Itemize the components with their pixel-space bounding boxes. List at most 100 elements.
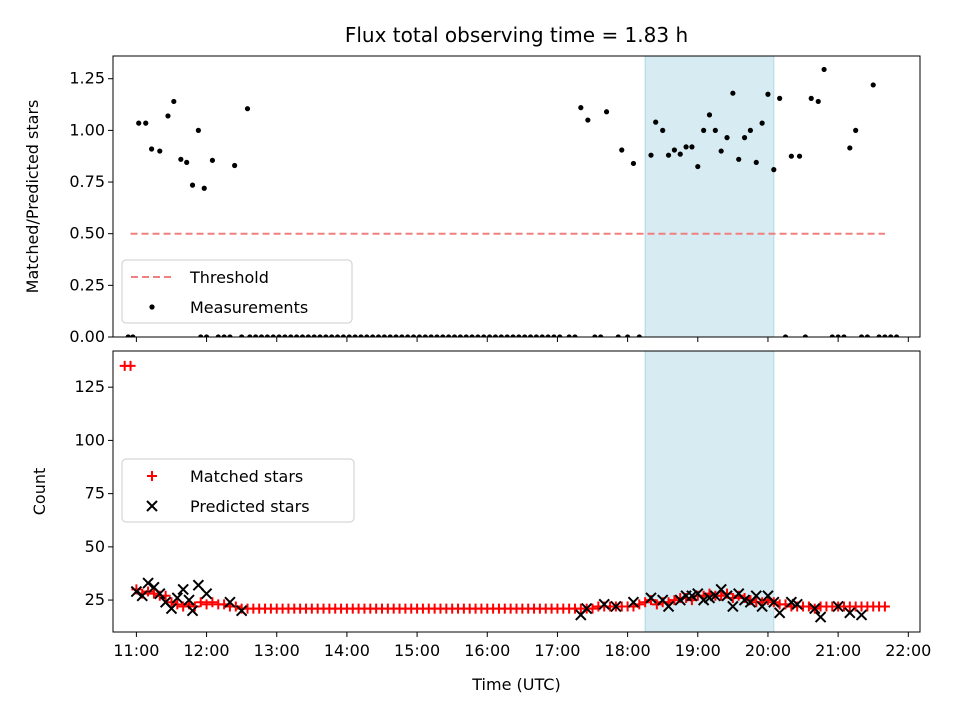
measurement-point bbox=[835, 334, 841, 337]
measurement-point bbox=[777, 95, 783, 101]
measurement-point bbox=[247, 334, 253, 337]
axes-frame bbox=[112, 350, 921, 633]
measurement-point bbox=[585, 117, 591, 123]
measurement-point bbox=[305, 334, 311, 337]
measurement-point bbox=[615, 334, 621, 337]
matched-point bbox=[148, 588, 159, 599]
predicted-point bbox=[136, 590, 148, 602]
measurement-point bbox=[802, 334, 808, 337]
measurement-point bbox=[387, 334, 393, 337]
x-tick-label: 12:00 bbox=[184, 641, 230, 660]
legend-label: Measurements bbox=[190, 298, 308, 317]
measurement-point bbox=[841, 334, 847, 337]
predicted-point bbox=[580, 602, 593, 615]
measurement-point bbox=[195, 127, 201, 133]
y-tick-label: 1.25 bbox=[69, 69, 105, 88]
measurement-point bbox=[636, 334, 642, 337]
x-tick-label: 14:00 bbox=[324, 641, 370, 660]
measurement-point bbox=[648, 152, 654, 158]
measurement-point bbox=[288, 334, 294, 337]
top-panel: 0.00 0.25 0.50 0.75 1.00 1.25 Matched/Predicte… bbox=[23, 23, 921, 346]
measurement-point bbox=[340, 334, 347, 337]
y-axis-label: Matched/Predicted stars bbox=[23, 100, 42, 294]
measurement-point bbox=[894, 334, 900, 337]
measurement-point bbox=[677, 151, 683, 157]
x-tick-label: 16:00 bbox=[464, 641, 510, 660]
measurement-point bbox=[747, 127, 754, 133]
matched-point bbox=[587, 603, 598, 614]
measurement-point bbox=[815, 98, 821, 105]
measurement-point bbox=[221, 334, 227, 337]
y-tick-label: 25 bbox=[85, 590, 105, 609]
measurement-point bbox=[481, 334, 487, 337]
matched-point bbox=[230, 601, 241, 612]
measurement-point bbox=[706, 112, 713, 118]
measurement-point bbox=[771, 167, 777, 173]
x-tick-label: 11:00 bbox=[113, 641, 159, 660]
measurement-point bbox=[428, 334, 434, 337]
measurement-point bbox=[858, 334, 865, 337]
measurement-point bbox=[270, 334, 276, 337]
measurement-point bbox=[171, 98, 177, 105]
measurement-point bbox=[718, 148, 724, 154]
measurement-point bbox=[788, 153, 794, 159]
predicted-point bbox=[177, 583, 189, 596]
plot-area bbox=[125, 56, 900, 337]
measurement-point bbox=[551, 334, 557, 337]
measurement-point bbox=[446, 334, 452, 337]
matched-point bbox=[669, 595, 680, 606]
measurement-point bbox=[381, 334, 387, 337]
axes-frame bbox=[112, 55, 921, 338]
matched-point bbox=[178, 601, 189, 612]
measurement-point bbox=[405, 334, 411, 337]
measurement-point bbox=[796, 153, 803, 159]
measurement-point bbox=[516, 334, 522, 337]
measurement-point bbox=[136, 120, 142, 126]
y-tick-label: 75 bbox=[85, 484, 105, 503]
predicted-point bbox=[832, 600, 844, 613]
measurement-point bbox=[847, 145, 853, 151]
predicted-point bbox=[773, 607, 786, 619]
matched-point bbox=[879, 601, 890, 612]
matched-point bbox=[172, 599, 183, 610]
measurement-point bbox=[578, 105, 584, 111]
predicted-point bbox=[130, 585, 143, 598]
measurement-point bbox=[545, 334, 551, 337]
measurement-point bbox=[434, 334, 440, 337]
legend: Threshold Measurements bbox=[121, 259, 353, 324]
measurement-point bbox=[253, 334, 259, 337]
measurement-point bbox=[522, 334, 528, 337]
predicted-point bbox=[171, 592, 184, 604]
measurement-point bbox=[323, 334, 329, 337]
measurement-point bbox=[665, 152, 672, 158]
predicted-point bbox=[750, 590, 762, 602]
predicted-point bbox=[814, 611, 827, 623]
measurement-point bbox=[440, 334, 446, 337]
y-tick-label: 0.00 bbox=[69, 327, 105, 346]
measurement-point bbox=[527, 334, 534, 337]
predicted-point bbox=[645, 592, 657, 604]
measurement-point bbox=[317, 334, 323, 337]
measurement-point bbox=[299, 334, 306, 337]
measurement-point bbox=[457, 334, 463, 337]
predicted-point bbox=[183, 594, 195, 606]
matched-point bbox=[166, 597, 177, 608]
measurement-point bbox=[660, 127, 666, 133]
predicted-point bbox=[165, 602, 178, 615]
matched-point bbox=[207, 597, 218, 608]
y-tick-label: 1.00 bbox=[69, 120, 105, 139]
measurement-point bbox=[498, 334, 504, 337]
y-axis-label: Count bbox=[30, 468, 49, 516]
measurement-point bbox=[352, 334, 358, 337]
measurement-point bbox=[888, 334, 894, 337]
measurement-point bbox=[539, 334, 545, 337]
measurement-point bbox=[510, 334, 516, 337]
legend-measurement-swatch bbox=[149, 304, 155, 310]
measurement-point bbox=[143, 120, 149, 126]
predicted-point bbox=[791, 598, 803, 611]
measurement-point bbox=[533, 334, 539, 337]
predicted-point bbox=[627, 596, 640, 608]
measurement-point bbox=[882, 334, 888, 337]
measurement-point bbox=[125, 334, 131, 337]
matched-point bbox=[651, 599, 662, 610]
